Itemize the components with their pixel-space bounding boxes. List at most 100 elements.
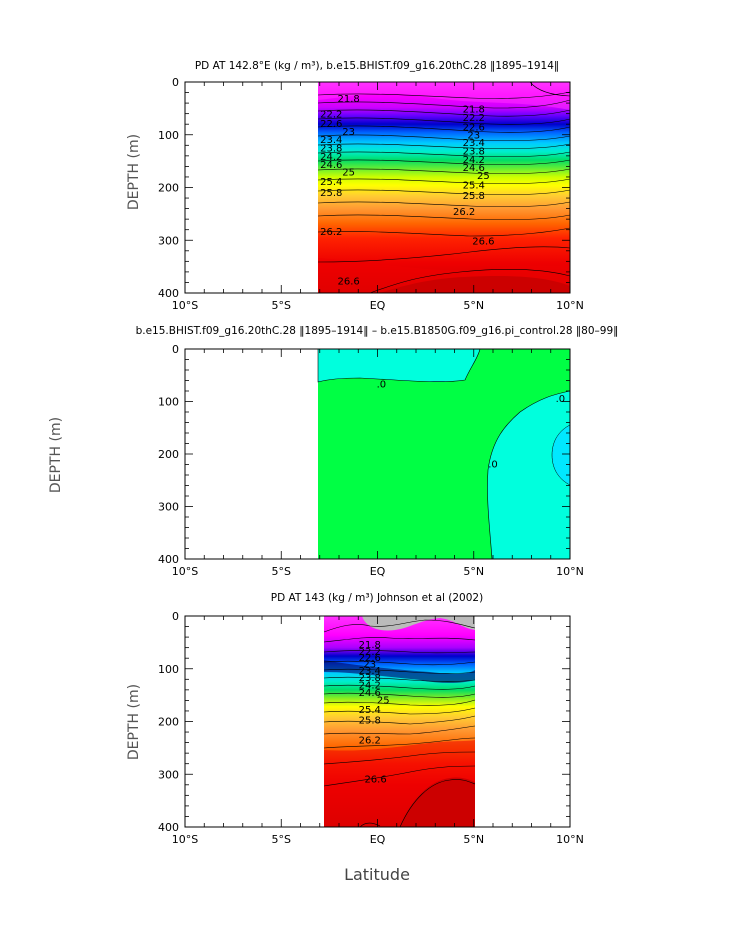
x-tick-label: EQ [370,833,386,846]
contour-label: 26.6 [337,276,359,287]
panel-middle: b.e15.BHIST.f09_g16.20thC.28 ‖1895–1914‖… [48,325,618,578]
contour-line [317,134,571,142]
x-tick-label: 5°S [272,299,291,312]
y-tick-label: 300 [158,501,179,514]
panel-top-fill [318,82,570,293]
density-field [318,82,570,293]
x-tick-label: 5°N [463,833,484,846]
x-tick-label: 10°N [556,565,584,578]
x-tick-label: 5°S [272,833,291,846]
contour-label: 21.8 [337,94,359,105]
y-tick-label: 100 [158,396,179,409]
contour-line-obs [323,684,476,690]
surface-layer [318,82,570,110]
y-tick-label: 0 [172,610,179,623]
x-tick-label: 10°N [556,299,584,312]
contour-label: 23.8 [320,143,342,154]
contour-label: 24.6 [359,688,381,699]
x-axis-title: Latitude [344,865,410,884]
y-tick-label: 400 [158,287,179,300]
contour-label: 23.4 [359,666,381,677]
x-tick-label: 10°S [172,299,198,312]
contour-label: 23 [342,127,355,138]
x-tick-label: EQ [370,299,386,312]
contour-line-obs [323,765,476,787]
y-tick-label: 200 [158,716,179,729]
contour-line [317,159,571,166]
deepest-layer-obs [400,777,475,827]
y-tick-label: 400 [158,553,179,566]
contour-label: 26.2 [320,227,342,238]
contour-line [317,227,571,237]
contour-label: 23.8 [463,147,485,158]
x-tick-label: 5°S [272,565,291,578]
panel-top-ylabel: DEPTH (m) [126,134,142,210]
contour-label: 21.8 [359,640,381,651]
panel-middle-title: b.e15.BHIST.f09_g16.20thC.28 ‖1895–1914‖… [136,325,619,337]
panel-middle-contour-labels: .0 .0 .0 [377,380,566,471]
contour-label: 24.2 [359,681,381,692]
contour-line-obs [399,779,476,828]
contour-label: 22.2 [463,113,485,124]
contour-label: .0 [556,394,566,405]
panel-bottom-axes: 10°S 5°S EQ 5°N 10°N 0 100 200 300 400 [158,610,584,846]
panel-top-contours [317,81,571,294]
contour-line [317,151,571,158]
contour-line [317,117,571,125]
contour-line-obs [323,725,476,735]
y-tick-label: 0 [172,76,179,89]
contour-line [317,143,571,150]
contour-line-obs [323,637,476,643]
contour-label: 24.2 [463,155,485,166]
contour-label: 25 [342,168,355,179]
contour-line [317,246,571,263]
x-tick-label: 10°N [556,833,584,846]
x-tick-label: 10°S [172,833,198,846]
contour-line-obs [359,822,381,828]
x-tick-label: EQ [370,565,386,578]
y-tick-label: 300 [158,768,179,781]
contour-label: .0 [377,380,387,391]
contour-line-obs [323,692,476,698]
contour-label: 22.6 [359,653,381,664]
contour-label: 25.8 [359,715,381,726]
deepest-layer [380,276,570,293]
y-tick-label: 300 [158,234,179,247]
contour-label: 23.8 [359,673,381,684]
contour-label: 24.6 [320,160,342,171]
contour-label: 22.6 [463,122,485,133]
panel-bottom-ylabel: DEPTH (m) [126,684,142,760]
contour-line-obs [323,660,476,666]
contour-label: 25 [477,171,490,182]
contour-line [369,269,571,294]
contour-line-obs [323,699,476,706]
contour-line-obs [323,707,476,715]
panel-middle-fill [317,348,571,560]
y-tick-label: 400 [158,821,179,834]
contour-line [317,99,571,109]
contour-line [317,178,571,185]
contour-label: 25.4 [463,180,485,191]
contour-label: 25.8 [320,188,342,199]
contour-label: 25 [377,695,390,706]
contour-label: 22.6 [320,119,342,130]
y-tick-label: 0 [172,343,179,356]
contour-label: 23 [363,660,376,671]
contour-label: 25.4 [320,177,342,188]
y-tick-label: 200 [158,448,179,461]
panel-middle-axes: 10°S 5°S EQ 5°N 10°N 0 100 200 300 400 [158,343,584,578]
panel-middle-ylabel: DEPTH (m) [48,417,64,493]
contour-line-obs [323,668,476,674]
contour-label: 22.2 [359,647,381,658]
contour-label: 24.6 [463,163,485,174]
contour-label: 23 [467,130,480,141]
contour-line [317,91,571,99]
panel-top-axes: 10°S 5°S EQ 5°N 10°N 0 100 200 300 400 [158,76,584,312]
contour-line-obs [323,619,476,633]
panel-bottom: PD AT 143 (kg / m³) Johnson et al (2002) [126,592,584,846]
contour-label: 23.4 [463,138,485,149]
panel-bottom-contours [323,619,476,828]
contour-label: 22.2 [320,110,342,121]
